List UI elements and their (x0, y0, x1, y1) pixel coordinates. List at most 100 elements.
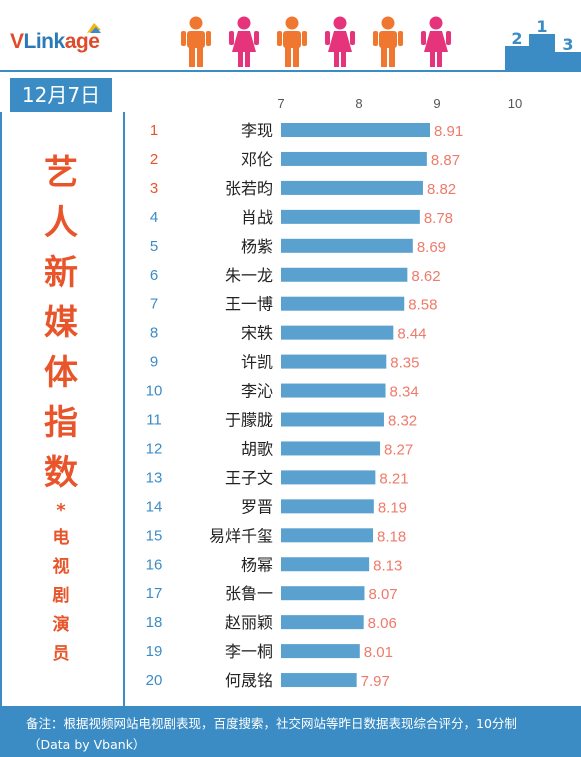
category-label: 王子文 (225, 468, 273, 487)
rank-label: 13 (146, 469, 163, 486)
value-label: 8.32 (388, 413, 417, 430)
bar (281, 209, 420, 224)
date-badge: 12月7日 (10, 78, 112, 112)
rank-label: 16 (146, 556, 163, 573)
page-subtitle: 电 视 剧 演 员 (50, 524, 72, 669)
right-border-line (123, 112, 125, 706)
value-label: 8.13 (373, 557, 402, 574)
value-label: 8.44 (397, 326, 426, 343)
logo-age: age (64, 30, 100, 53)
rank-label: 2 (150, 151, 158, 168)
rank-label: 1 (150, 122, 158, 139)
value-label: 8.19 (378, 499, 407, 516)
subtitle-char: 演 (52, 615, 70, 635)
category-label: 张若昀 (225, 179, 273, 198)
title-char: 体 (44, 353, 78, 393)
people-icons (181, 16, 451, 67)
woman-icon (421, 16, 451, 67)
rank-label: 17 (146, 585, 163, 602)
value-label: 8.18 (377, 528, 406, 545)
bar (281, 615, 364, 630)
rank-label: 8 (150, 325, 158, 342)
rank-label: 4 (150, 209, 158, 226)
x-tick-label: 10 (508, 96, 522, 111)
title-char: 艺 (44, 153, 78, 193)
value-label: 8.87 (431, 152, 460, 169)
bar (281, 586, 365, 601)
value-label: 8.21 (379, 470, 408, 487)
value-label: 8.06 (368, 615, 397, 632)
value-label: 8.58 (408, 297, 437, 314)
rank-label: 7 (150, 296, 158, 313)
category-label: 于朦胧 (225, 411, 273, 430)
category-label: 杨紫 (241, 237, 273, 256)
vlinkage-logo[interactable]: VLinkage (10, 30, 100, 54)
footer-source: （Data by Vbank） (28, 737, 146, 752)
category-label: 赵丽颖 (225, 613, 273, 632)
rank-label: 14 (146, 498, 163, 515)
title-star: * (56, 500, 66, 521)
category-label: 张鲁一 (225, 584, 273, 603)
category-label: 李沁 (241, 382, 273, 401)
bar (281, 499, 374, 514)
bar (281, 354, 387, 369)
rank-label: 5 (150, 238, 158, 255)
bar (281, 267, 408, 282)
title-char: 指 (44, 403, 78, 443)
bar (281, 296, 405, 311)
title-char: 新 (44, 253, 78, 293)
value-label: 8.82 (427, 181, 456, 198)
header: VLinkage 2 1 3 (0, 0, 581, 72)
bar (281, 557, 370, 572)
footer-note: 备注：根据视频网站电视剧表现，百度搜索，社交网站等昨日数据表现综合评分，10分制 (26, 716, 517, 731)
rank-label: 18 (146, 614, 163, 631)
category-label: 李一桐 (225, 642, 273, 661)
page-title: 艺 人 新 媒 体 指 数 (38, 148, 84, 498)
category-label: 易烊千玺 (209, 526, 273, 545)
bar (281, 180, 423, 195)
value-label: 8.69 (417, 239, 446, 256)
man-icon (181, 16, 211, 67)
bar (281, 151, 427, 166)
category-label: 肖战 (241, 208, 273, 227)
category-label: 朱一龙 (225, 266, 273, 285)
rank-label: 3 (150, 180, 158, 197)
value-label: 8.07 (368, 586, 397, 603)
footer-bar (0, 706, 581, 757)
bar (281, 325, 394, 340)
value-label: 8.62 (411, 268, 440, 285)
subtitle-char: 员 (52, 644, 70, 664)
category-label: 宋轶 (241, 324, 273, 343)
man-icon (373, 16, 403, 67)
rank-label: 20 (146, 672, 163, 689)
left-border-line (0, 112, 2, 706)
podium-2: 2 (511, 29, 522, 48)
bar (281, 644, 360, 659)
header-divider (0, 70, 581, 72)
bar-chart: 7 8 9 10 1 李现 8.91 2 邓伦 8.87 3 张若昀 8.82 4 肖战 8.78 5 杨紫 8.6… (146, 96, 523, 690)
podium-3: 3 (562, 35, 573, 54)
title-char: 媒 (44, 303, 78, 343)
value-label: 8.01 (364, 644, 393, 661)
category-label: 李现 (241, 121, 273, 140)
woman-icon (325, 16, 355, 67)
value-label: 8.91 (434, 123, 463, 140)
category-label: 王一博 (225, 295, 273, 314)
bar (281, 238, 413, 253)
x-tick-label: 8 (355, 96, 362, 111)
rank-label: 6 (150, 267, 158, 284)
rank-label: 9 (150, 354, 158, 371)
category-label: 许凯 (241, 353, 273, 372)
bar (281, 528, 374, 543)
rank-label: 10 (146, 383, 163, 400)
x-tick-label: 9 (433, 96, 440, 111)
rank-label: 15 (146, 527, 163, 544)
bar (281, 673, 357, 688)
bar (281, 412, 384, 427)
title-char: 数 (44, 453, 78, 493)
value-label: 8.34 (390, 384, 419, 401)
value-label: 8.78 (424, 210, 453, 227)
podium-icon: 2 1 3 (505, 17, 581, 72)
value-label: 7.97 (361, 673, 390, 690)
subtitle-char: 视 (52, 557, 70, 577)
